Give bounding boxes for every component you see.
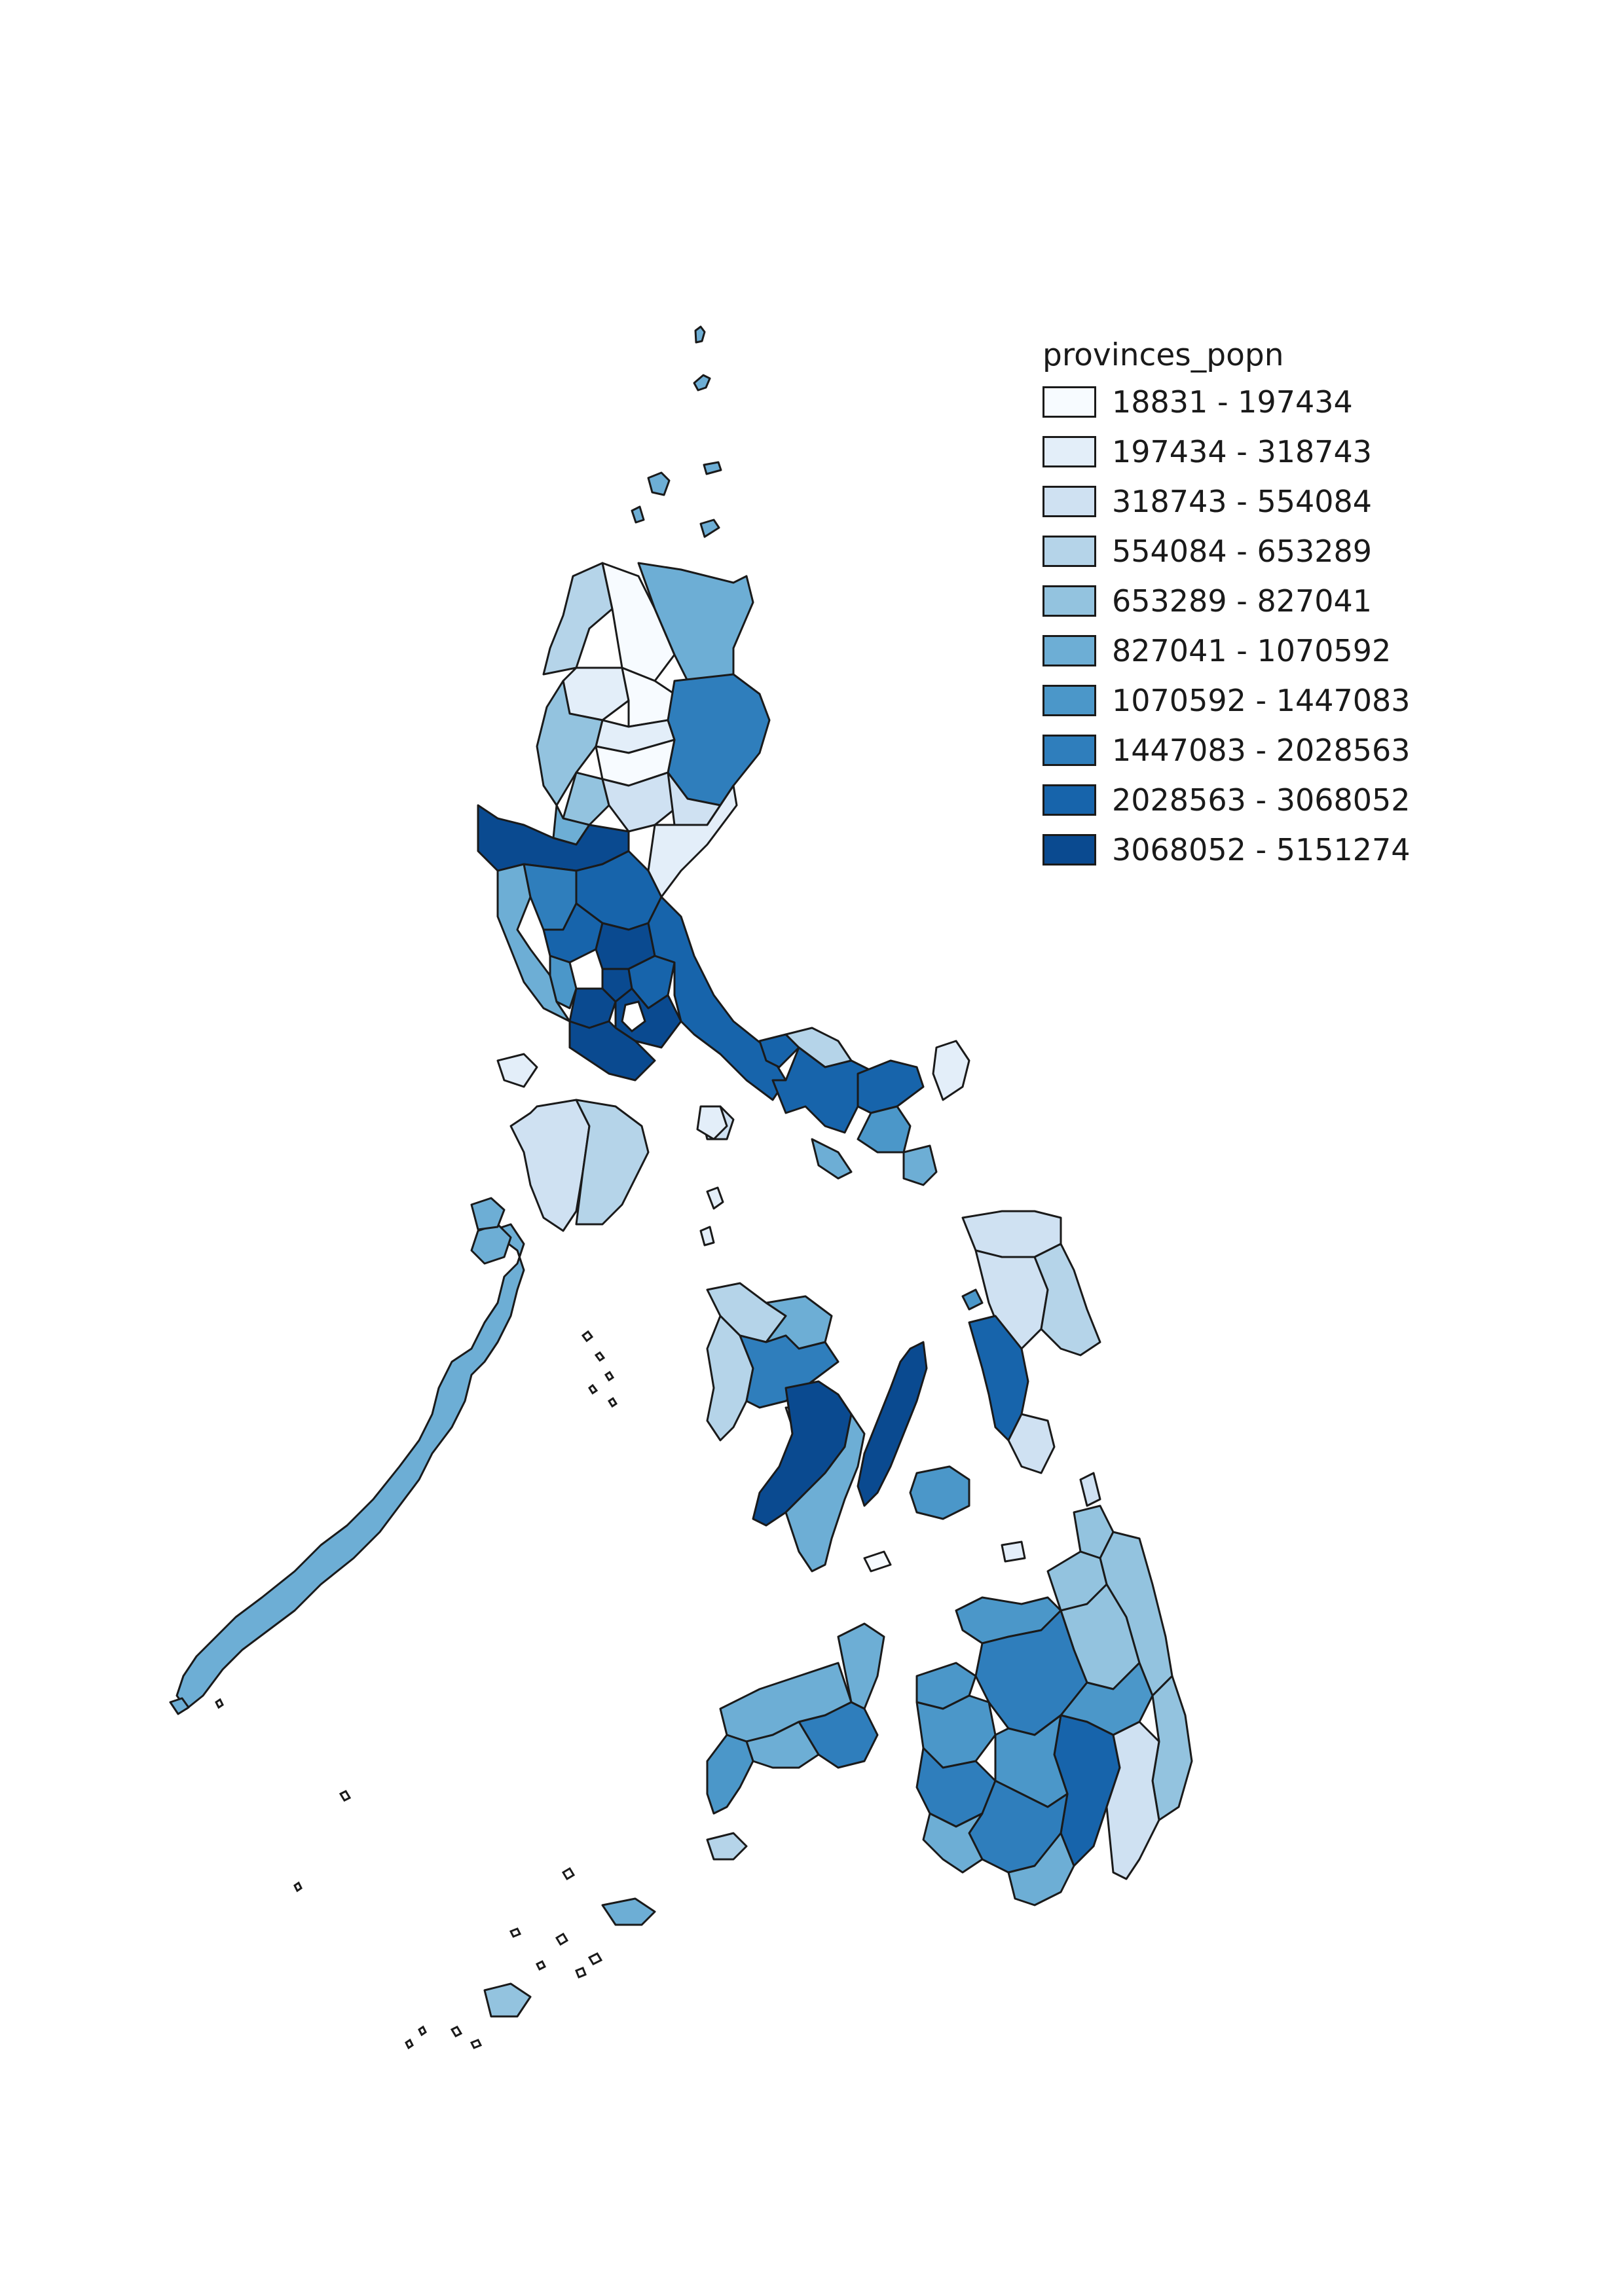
province-batanes-south[interactable]	[693, 374, 711, 392]
province-sultan-kudarat[interactable]	[922, 1812, 984, 1874]
province-cagayan[interactable]	[637, 562, 754, 682]
province-basilan[interactable]	[706, 1832, 748, 1861]
province-siquijor[interactable]	[863, 1550, 892, 1573]
legend-item: 554084 - 653289	[1043, 526, 1501, 576]
legend: provinces_popn 18831 - 197434 197434 - 31…	[1043, 334, 1501, 875]
province-ilocos-sur[interactable]	[536, 680, 604, 807]
legend-item: 653289 - 827041	[1043, 576, 1501, 626]
luzon-north	[536, 562, 771, 898]
legend-swatch	[1043, 834, 1096, 866]
province-bataan[interactable]	[549, 955, 578, 1010]
province-abra[interactable]	[562, 666, 630, 721]
mindanao-group	[215, 1472, 1193, 2050]
province-pangasinan[interactable]	[477, 804, 630, 872]
legend-label: 197434 - 318743	[1112, 434, 1373, 469]
legend-item: 827041 - 1070592	[1043, 626, 1501, 676]
legend-item: 1070592 - 1447083	[1043, 676, 1501, 725]
legend-item: 3068052 - 5151274	[1043, 825, 1501, 875]
province-albay[interactable]	[857, 1059, 925, 1114]
legend-swatch	[1043, 784, 1096, 816]
province-batangas[interactable]	[568, 1020, 656, 1082]
legend-item: 18831 - 197434	[1043, 377, 1501, 427]
province-sarangani[interactable]	[1007, 1832, 1075, 1906]
province-bohol[interactable]	[909, 1465, 970, 1520]
mindoro-group	[496, 1053, 728, 1247]
legend-label: 3068052 - 5151274	[1112, 832, 1411, 867]
province-romblon[interactable]	[696, 1105, 728, 1247]
visayas-group	[706, 1210, 1101, 1573]
legend-swatch	[1043, 486, 1096, 517]
province-zamboanga-sibugay[interactable]	[745, 1721, 820, 1769]
legend-label: 1070592 - 1447083	[1112, 683, 1411, 718]
province-ilocos-norte[interactable]	[542, 562, 614, 676]
province-negros-oriental[interactable]	[784, 1413, 866, 1573]
province-biliran[interactable]	[961, 1288, 984, 1311]
legend-title: provinces_popn	[1043, 337, 1284, 373]
province-camarines-norte[interactable]	[758, 1033, 800, 1068]
province-masbate[interactable]	[811, 1138, 938, 1186]
cuyo-islets	[581, 1330, 618, 1408]
province-sorsogon[interactable]	[857, 1105, 912, 1154]
province-sulu[interactable]	[601, 1897, 656, 1926]
province-oriental-mindoro[interactable]	[575, 1099, 650, 1226]
province-davao-occidental[interactable]	[1105, 1721, 1160, 1880]
province-misamis-occidental[interactable]	[837, 1622, 885, 1710]
legend-swatch	[1043, 536, 1096, 567]
province-catanduanes[interactable]	[932, 1040, 970, 1101]
legend-label: 827041 - 1070592	[1112, 633, 1392, 668]
province-palawan[interactable]	[175, 1223, 525, 1710]
northern-islets	[631, 325, 722, 538]
province-lubang[interactable]	[496, 1053, 538, 1088]
province-balabac[interactable]	[169, 1697, 190, 1715]
legend-label: 18831 - 197434	[1112, 384, 1353, 420]
province-benguet[interactable]	[562, 771, 610, 826]
legend-item: 1447083 - 2028563	[1043, 725, 1501, 775]
province-southern-leyte[interactable]	[1007, 1413, 1056, 1474]
laguna-lake	[621, 1000, 646, 1032]
legend-swatch	[1043, 635, 1096, 666]
province-tawi-tawi[interactable]	[483, 1982, 532, 2018]
province-nueva-vizcaya[interactable]	[601, 771, 689, 833]
legend-label: 318743 - 554084	[1112, 484, 1373, 519]
legend-label: 554084 - 653289	[1112, 534, 1373, 569]
legend-swatch	[1043, 735, 1096, 766]
legend-item: 197434 - 318743	[1043, 427, 1501, 477]
province-babuyan-islets[interactable]	[631, 461, 722, 538]
luzon-central	[477, 804, 787, 1101]
province-quezon[interactable]	[647, 896, 787, 1101]
legend-label: 1447083 - 2028563	[1112, 733, 1411, 768]
province-busuanga[interactable]	[470, 1197, 506, 1231]
palawan-group	[169, 1197, 618, 1715]
legend-swatch	[1043, 685, 1096, 716]
legend-label: 2028563 - 3068052	[1112, 782, 1411, 818]
legend-swatch	[1043, 386, 1096, 418]
province-batanes[interactable]	[694, 325, 706, 344]
legend-item: 2028563 - 3068052	[1043, 775, 1501, 825]
province-camiguin[interactable]	[1001, 1540, 1026, 1563]
sulu-islets	[215, 1698, 603, 2050]
legend-label: 653289 - 827041	[1112, 583, 1373, 619]
province-isabela[interactable]	[667, 673, 771, 807]
legend-swatch	[1043, 585, 1096, 617]
province-eastern-samar[interactable]	[1033, 1243, 1101, 1357]
province-dinagat[interactable]	[1079, 1472, 1101, 1507]
legend-item: 318743 - 554084	[1043, 477, 1501, 526]
province-zamboanga-del-sur[interactable]	[798, 1701, 879, 1769]
legend-swatch	[1043, 436, 1096, 467]
province-apayao[interactable]	[601, 562, 676, 682]
province-iloilo[interactable]	[739, 1334, 840, 1409]
province-cebu[interactable]	[857, 1341, 928, 1507]
province-zamboanga-city[interactable]	[706, 1734, 754, 1815]
